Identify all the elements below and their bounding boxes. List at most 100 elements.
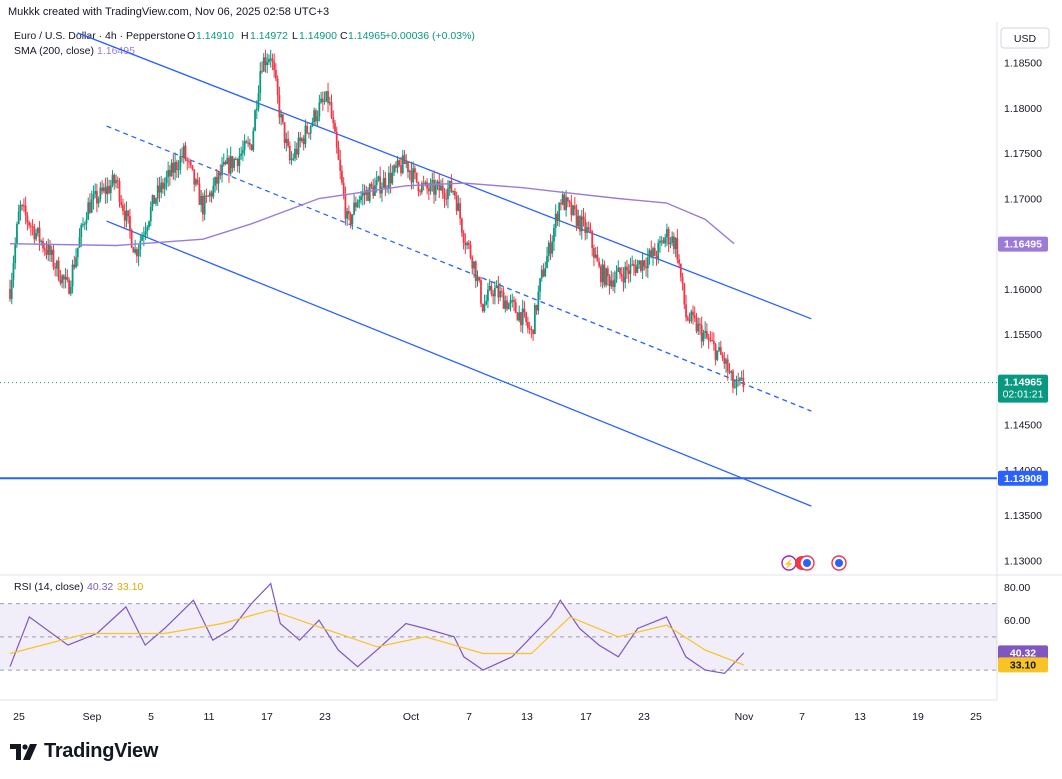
candle-382 — [672, 232, 675, 254]
candle-body — [532, 329, 535, 335]
candle-50 — [95, 183, 98, 213]
candle-body — [109, 185, 112, 194]
candle-body — [354, 202, 357, 208]
candle-body — [398, 160, 401, 166]
candle-body — [212, 185, 215, 197]
candle-body — [69, 286, 72, 294]
candle-421 — [740, 370, 743, 382]
candle-body — [38, 227, 41, 242]
candle-161 — [288, 141, 291, 164]
candle-body — [304, 125, 307, 145]
candle-142 — [255, 100, 258, 120]
candle-body — [295, 148, 298, 155]
candle-body — [132, 247, 135, 253]
candle-268 — [474, 260, 477, 289]
candle-body — [268, 58, 270, 62]
candle-body — [400, 165, 402, 174]
candle-107 — [195, 177, 197, 187]
candle-403 — [709, 330, 712, 343]
price-axis[interactable]: 1.18500 1.18000 1.17500 1.17000 1.16000 1.155… — [1004, 58, 1042, 627]
candle-203 — [361, 183, 364, 206]
candle-6 — [19, 200, 22, 221]
candle-308 — [544, 261, 547, 278]
candle-386 — [679, 263, 682, 282]
candle-body — [700, 324, 703, 342]
candle-body — [495, 285, 498, 289]
candle-87 — [160, 175, 163, 199]
candle-362 — [638, 259, 641, 269]
candle-body — [509, 300, 512, 304]
candle-58 — [109, 179, 112, 201]
candle-body — [704, 331, 707, 333]
indicator-icons[interactable]: ⚡ — [781, 555, 847, 571]
candle-200 — [356, 199, 359, 208]
support-price-badge-text-0: 1.13908 — [1004, 473, 1042, 485]
candle-47 — [90, 190, 93, 214]
candle-body — [719, 347, 722, 355]
candle-body — [214, 176, 216, 186]
candle-body — [125, 210, 128, 221]
candle-164 — [294, 141, 296, 162]
candle-300 — [530, 325, 533, 339]
currency-button[interactable] — [1000, 27, 1050, 49]
candle-body — [33, 226, 36, 240]
candle-body — [542, 269, 545, 277]
candle-body — [513, 300, 515, 303]
candle-310 — [547, 240, 550, 263]
candle-body — [191, 165, 194, 170]
candle-body — [179, 155, 182, 170]
candle-body — [215, 176, 218, 184]
candle-body — [113, 174, 116, 184]
candle-body — [563, 194, 566, 211]
candle-body — [518, 312, 521, 321]
candle-body — [535, 305, 538, 311]
candle-body — [94, 191, 97, 195]
candle-body — [641, 260, 644, 271]
time-label-11: Nov — [735, 711, 754, 723]
candle-366 — [645, 257, 647, 277]
candle-281 — [497, 276, 500, 304]
candle-248 — [440, 179, 442, 191]
candle-156 — [280, 109, 283, 126]
candle-body — [137, 249, 140, 257]
candle-56 — [106, 177, 109, 204]
candle-body — [733, 387, 736, 389]
candle-body — [440, 185, 442, 191]
candle-body — [43, 248, 46, 251]
candle-body — [460, 218, 463, 233]
candle-body — [327, 91, 329, 104]
candle-body — [238, 156, 241, 167]
candle-272 — [481, 303, 484, 313]
candle-257 — [455, 191, 458, 216]
candle-296 — [523, 301, 526, 318]
candle-360 — [634, 259, 637, 276]
candle-372 — [655, 250, 658, 266]
candle-12 — [29, 222, 32, 236]
candle-167 — [299, 131, 302, 148]
candle-body — [236, 159, 239, 167]
rsi-legend-label: RSI (14, close) — [14, 581, 83, 593]
candle-352 — [620, 266, 623, 282]
candle-body — [622, 276, 625, 283]
candle-body — [737, 379, 740, 381]
candle-body — [56, 260, 58, 269]
candle-body — [613, 279, 616, 287]
candle-body — [184, 145, 187, 160]
candle-body — [481, 303, 484, 312]
time-axis[interactable]: 25 Sep 5 11 17 23 Oct 7 13 17 23 Nov 7 13 19 25 — [13, 711, 982, 723]
candle-body — [608, 276, 611, 287]
candle-286 — [506, 295, 508, 312]
candle-body — [485, 300, 488, 305]
candle-body — [725, 359, 727, 364]
rsi-value-badge-text-0: 40.32 — [1010, 647, 1036, 659]
candle-body — [739, 378, 741, 381]
tradingview-logo[interactable]: TradingView — [10, 740, 158, 763]
candle-body — [309, 126, 312, 134]
candle-317 — [560, 199, 562, 211]
candle-115 — [208, 190, 211, 202]
candle-338 — [596, 246, 599, 262]
symbol-title: Euro / U.S. Dollar · 4h · Pepperstone — [14, 30, 186, 42]
candle-body — [431, 179, 434, 183]
